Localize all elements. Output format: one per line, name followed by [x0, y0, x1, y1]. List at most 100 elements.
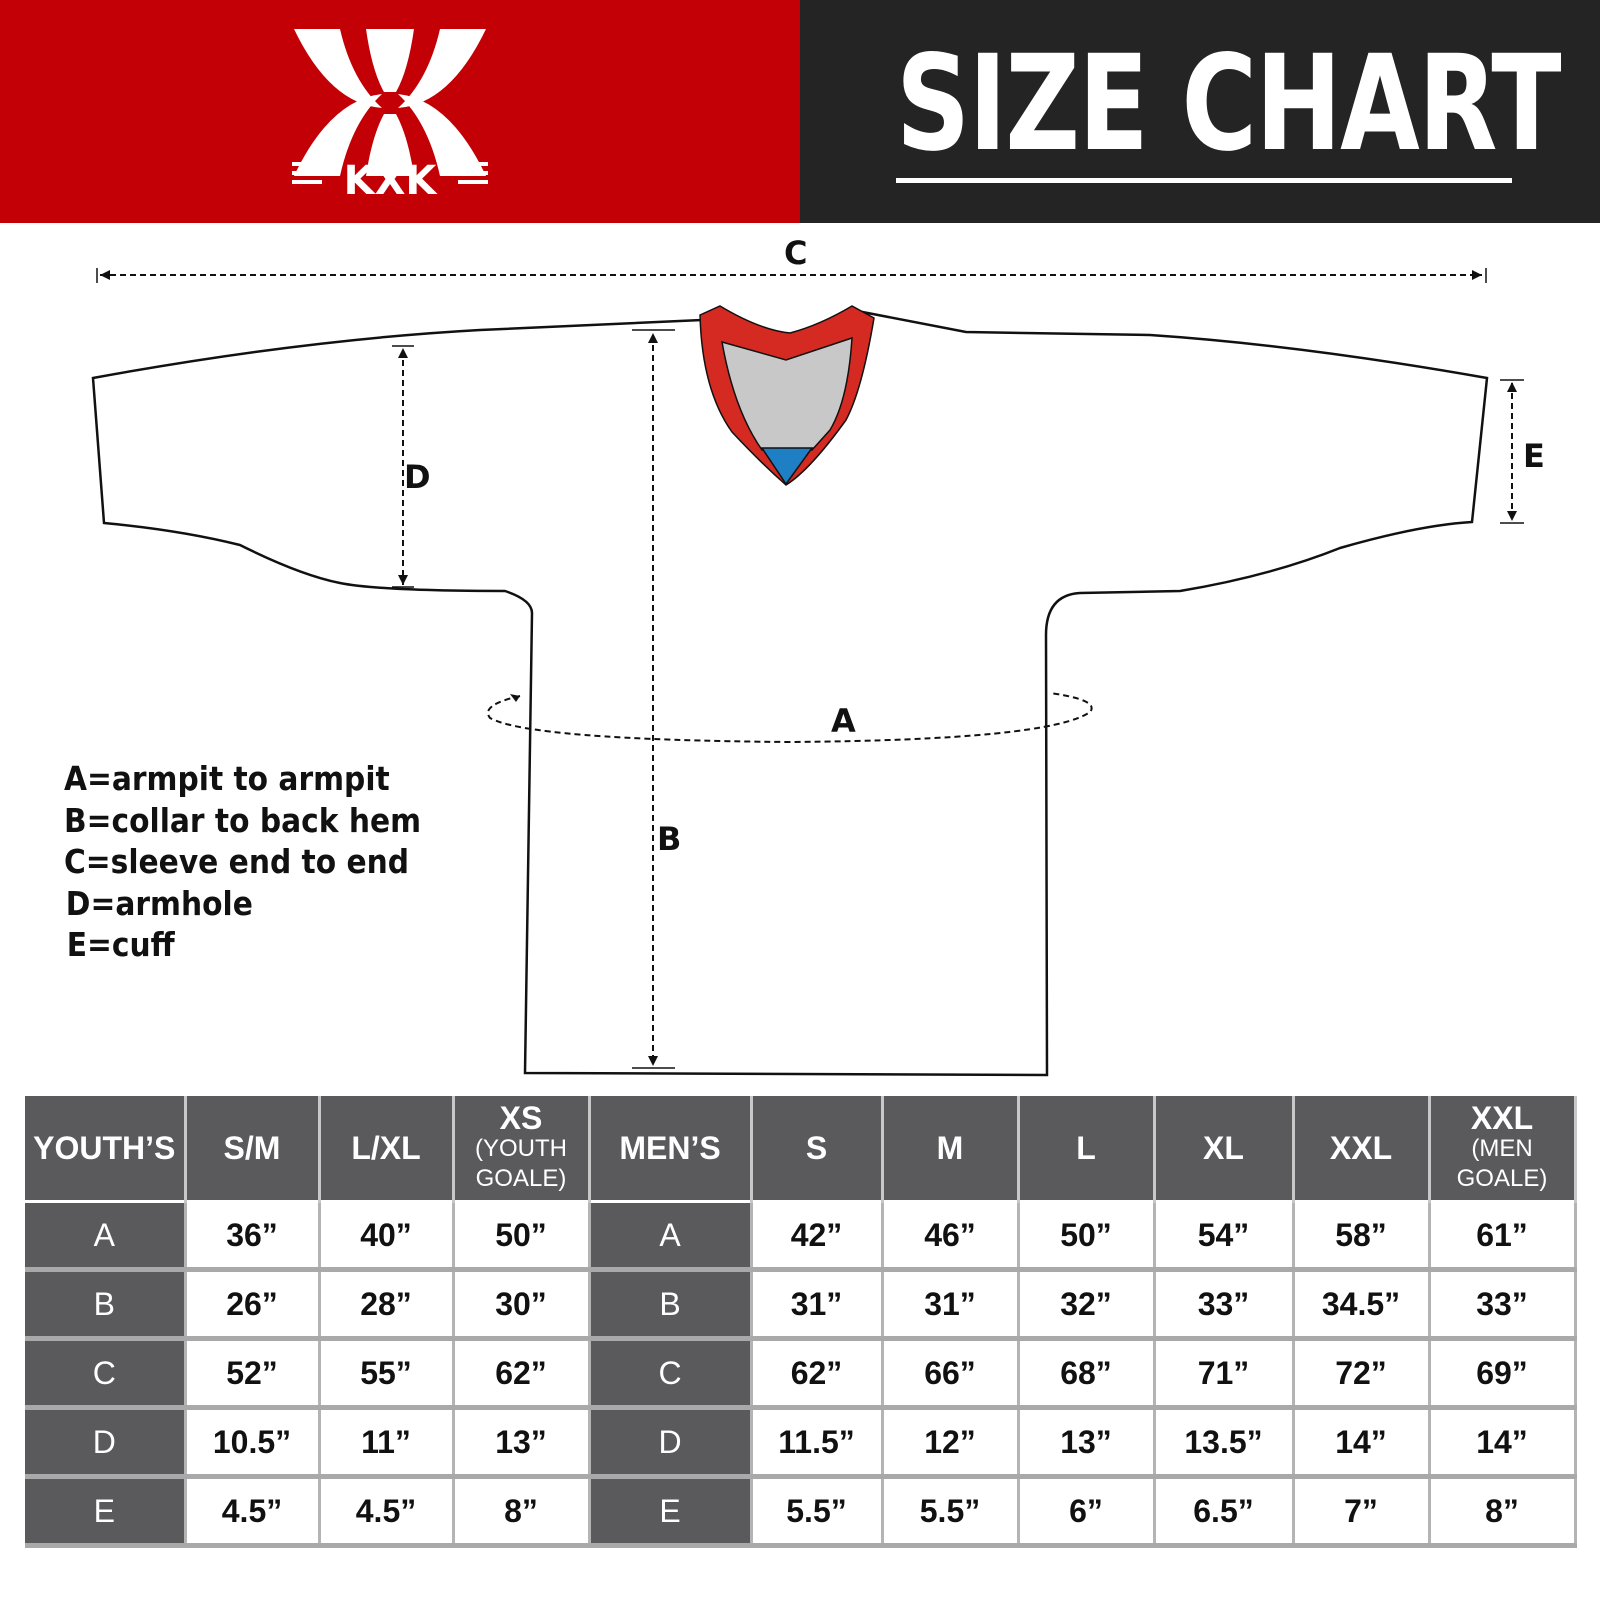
table-cell: 8” — [453, 1476, 591, 1548]
column-header-label: S — [805, 1130, 828, 1166]
kxk-logo: KXK — [292, 29, 488, 196]
table-cell: 30” — [453, 1269, 591, 1341]
row-label: E — [25, 1476, 187, 1548]
table-cell: 11” — [319, 1407, 455, 1479]
table-cell: 13.5” — [1154, 1407, 1295, 1479]
size-table: YOUTH’S S/M L/XL XS (YOUTH GOALE) MEN’S S M L XL X… — [25, 1096, 1577, 1548]
row-label: E — [589, 1476, 753, 1548]
column-header: XXL — [1293, 1096, 1431, 1202]
table-cell: 14” — [1293, 1407, 1431, 1479]
column-header: XL — [1154, 1096, 1295, 1202]
table-cell: 72” — [1293, 1338, 1431, 1410]
column-header: S/M — [185, 1096, 321, 1202]
header-title-panel — [800, 0, 1600, 223]
table-cell: 5.5” — [751, 1476, 884, 1548]
page-title: SIZE CHART — [896, 27, 1562, 181]
column-header: S — [751, 1096, 884, 1202]
table-cell: 7” — [1293, 1476, 1431, 1548]
column-header: L/XL — [319, 1096, 455, 1202]
table-cell: 4.5” — [319, 1476, 455, 1548]
column-header: M — [882, 1096, 1020, 1202]
table-cell: 6.5” — [1154, 1476, 1295, 1548]
table-cell: 50” — [1018, 1200, 1156, 1272]
table-row: E 4.5” 4.5” 8” E 5.5” 5.5” 6” 6.5” 7” 8” — [25, 1476, 1577, 1548]
table-cell: 69” — [1429, 1338, 1577, 1410]
column-header-sublabel: (MEN GOALE) — [1456, 1135, 1548, 1192]
table-cell: 46” — [882, 1200, 1020, 1272]
table-cell: 32” — [1018, 1269, 1156, 1341]
column-header-label: XS — [499, 1100, 543, 1136]
label-b: B — [657, 820, 682, 858]
table-row: C 52” 55” 62” C 62” 66” 68” 71” 72” 69” — [25, 1338, 1577, 1410]
table-cell: 8” — [1429, 1476, 1577, 1548]
table-cell: 62” — [751, 1338, 884, 1410]
table-cell: 5.5” — [882, 1476, 1020, 1548]
table-cell: 68” — [1018, 1338, 1156, 1410]
row-label: C — [589, 1338, 753, 1410]
collar-inner — [721, 336, 853, 451]
table-row: B 26” 28” 30” B 31” 31” 32” 33” 34.5” 33” — [25, 1269, 1577, 1341]
table-cell: 36” — [185, 1200, 321, 1272]
column-header: YOUTH’S — [25, 1096, 187, 1202]
row-label: C — [25, 1338, 187, 1410]
table-cell: 55” — [319, 1338, 455, 1410]
column-header: XXL (MEN GOALE) — [1429, 1096, 1577, 1202]
table-cell: 62” — [453, 1338, 591, 1410]
column-header-label: XXL — [1470, 1100, 1534, 1136]
column-header-label: XXL — [1329, 1130, 1393, 1166]
row-label: D — [25, 1407, 187, 1479]
table-cell: 52” — [185, 1338, 321, 1410]
row-label: D — [589, 1407, 753, 1479]
label-e: E — [1523, 437, 1545, 475]
column-header-label: S/M — [223, 1130, 281, 1166]
table-cell: 40” — [319, 1200, 455, 1272]
row-label: B — [589, 1269, 753, 1341]
table-cell: 58” — [1293, 1200, 1431, 1272]
table-cell: 50” — [453, 1200, 591, 1272]
table-header-row: YOUTH’S S/M L/XL XS (YOUTH GOALE) MEN’S S M L XL X… — [25, 1096, 1577, 1202]
column-header: L — [1018, 1096, 1156, 1202]
table-cell: 31” — [751, 1269, 884, 1341]
table-cell: 13” — [453, 1407, 591, 1479]
measurement-legend: A=armpit to armpit B=collar to back hem … — [64, 758, 421, 966]
row-label: B — [25, 1269, 187, 1341]
table-cell: 28” — [319, 1269, 455, 1341]
table-cell: 31” — [882, 1269, 1020, 1341]
table-cell: 6” — [1018, 1476, 1156, 1548]
logo-text: KXK — [344, 158, 439, 196]
table-cell: 61” — [1429, 1200, 1577, 1272]
row-label: A — [25, 1200, 187, 1272]
collar-tip — [760, 447, 814, 486]
table-row: A 36” 40” 50” A 42” 46” 50” 54” 58” 61” — [25, 1200, 1577, 1272]
label-d: D — [404, 458, 431, 496]
column-header-label: L — [1076, 1130, 1096, 1166]
column-header: MEN’S — [589, 1096, 753, 1202]
table-cell: 12” — [882, 1407, 1020, 1479]
label-c: C — [784, 234, 808, 272]
row-label: A — [589, 1200, 753, 1272]
column-header-label: XL — [1203, 1130, 1244, 1166]
title-underline — [896, 178, 1512, 183]
table-cell: 13” — [1018, 1407, 1156, 1479]
label-a: A — [831, 702, 856, 740]
table-cell: 4.5” — [185, 1476, 321, 1548]
table-cell: 71” — [1154, 1338, 1295, 1410]
jersey-diagram — [91, 268, 1524, 1077]
measure-a-ellipse — [487, 692, 1093, 744]
legend-c: C=sleeve end to end — [64, 842, 410, 881]
column-header-label: YOUTH’S — [33, 1130, 176, 1166]
table-cell: 26” — [185, 1269, 321, 1341]
table-cell: 42” — [751, 1200, 884, 1272]
table-cell: 54” — [1154, 1200, 1295, 1272]
table-cell: 14” — [1429, 1407, 1577, 1479]
column-header-label: L/XL — [351, 1130, 421, 1166]
table-cell: 10.5” — [185, 1407, 321, 1479]
table-cell: 34.5” — [1293, 1269, 1431, 1341]
jersey-outline — [91, 308, 1489, 1077]
legend-d: D=armhole — [65, 883, 253, 923]
table-cell: 33” — [1429, 1269, 1577, 1341]
table-row: D 10.5” 11” 13” D 11.5” 12” 13” 13.5” 14” 14” — [25, 1407, 1577, 1479]
column-header-label: MEN’S — [619, 1130, 721, 1166]
table-cell: 11.5” — [751, 1407, 884, 1479]
legend-e: E=cuff — [66, 925, 175, 964]
